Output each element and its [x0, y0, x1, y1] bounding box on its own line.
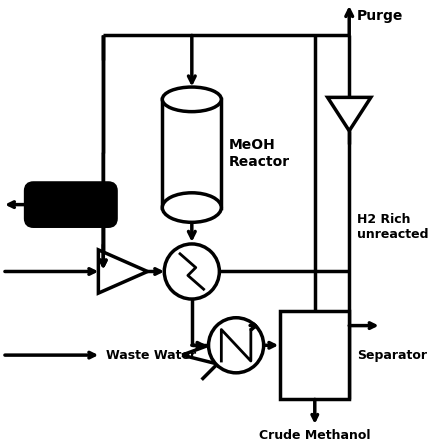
Polygon shape: [328, 97, 371, 131]
Bar: [162, 99, 221, 207]
Text: Crude Methanol: Crude Methanol: [259, 429, 371, 442]
Text: H2 Rich
unreacted: H2 Rich unreacted: [357, 213, 429, 241]
Bar: [280, 311, 349, 399]
Circle shape: [164, 244, 219, 299]
Text: Waste Water: Waste Water: [106, 348, 196, 362]
Text: Purge: Purge: [357, 9, 404, 23]
Text: Separator: Separator: [357, 348, 427, 362]
Text: MeOH
Reactor: MeOH Reactor: [229, 138, 290, 169]
Ellipse shape: [162, 193, 221, 222]
Polygon shape: [98, 250, 148, 293]
FancyBboxPatch shape: [25, 183, 116, 226]
Ellipse shape: [162, 87, 221, 112]
Circle shape: [209, 318, 263, 373]
